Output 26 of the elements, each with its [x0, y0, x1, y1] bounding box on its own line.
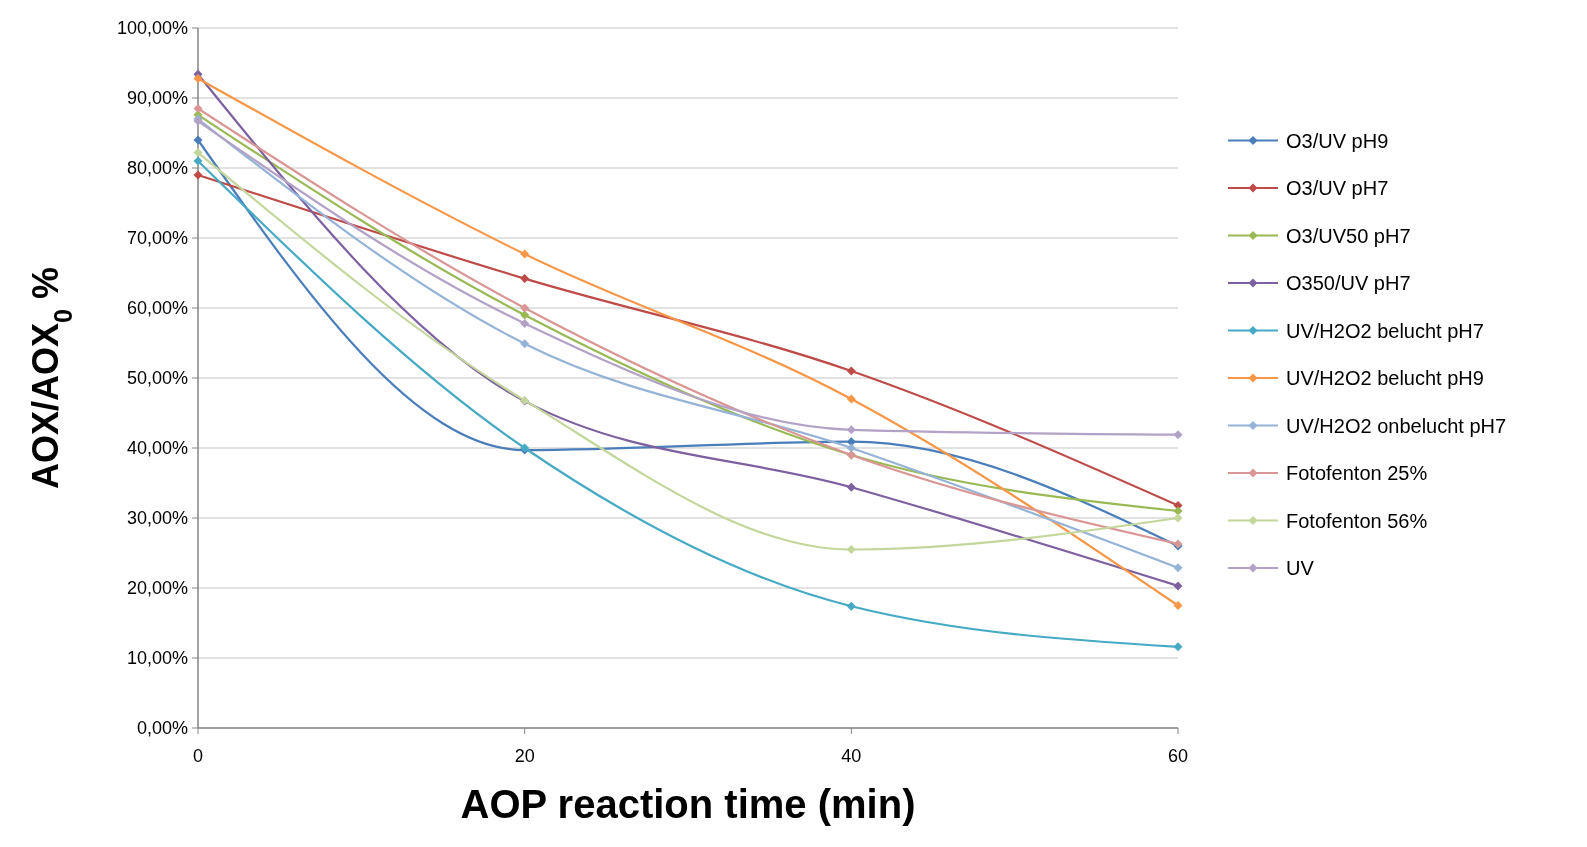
y-tick-label: 40,00% — [126, 438, 188, 459]
y-tick-label: 30,00% — [126, 508, 188, 529]
x-tick-label: 60 — [1167, 746, 1189, 766]
y-tick-label: 70,00% — [126, 228, 188, 249]
legend-label: O3/UV50 pH7 — [1286, 224, 1411, 247]
x-tick-label: 40 — [841, 746, 862, 766]
legend-label: O3/UV pH7 — [1286, 177, 1389, 199]
legend-label: O3/UV pH9 — [1286, 129, 1389, 152]
legend-label: Fotofenton 25% — [1286, 462, 1428, 484]
legend-label: O350/UV pH7 — [1286, 272, 1411, 294]
y-tick-label: 80,00% — [126, 158, 188, 179]
y-tick-label: 60,00% — [126, 298, 188, 319]
legend-label: UV — [1286, 557, 1315, 579]
x-tick-label: 20 — [514, 746, 535, 766]
legend-label: UV/H2O2 onbelucht pH7 — [1286, 414, 1507, 437]
y-tick-label: 100,00% — [116, 18, 188, 39]
y-tick-label: 0,00% — [136, 718, 188, 739]
y-tick-label: 50,00% — [126, 368, 188, 389]
x-tick-label: 0 — [192, 746, 204, 766]
legend-label: Fotofenton 56% — [1286, 509, 1428, 532]
legend-label: UV/H2O2 belucht pH7 — [1286, 319, 1484, 342]
y-tick-label: 10,00% — [126, 648, 188, 669]
legend-label: UV/H2O2 belucht pH9 — [1286, 367, 1484, 389]
y-tick-label: 20,00% — [126, 578, 188, 599]
x-axis-title: AOP reaction time (min) — [460, 782, 916, 826]
y-tick-label: 90,00% — [126, 88, 188, 109]
